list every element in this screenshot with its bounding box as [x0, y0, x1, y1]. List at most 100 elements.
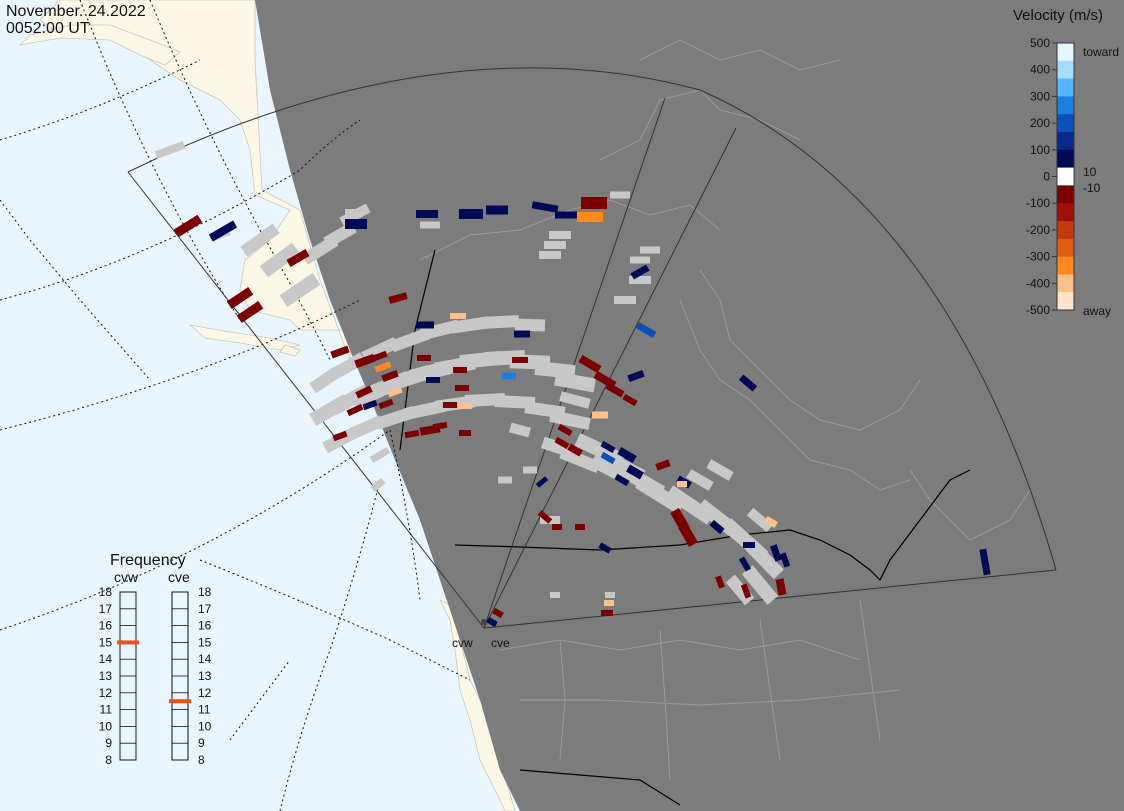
- colorbar-tick-label: 300: [1030, 89, 1050, 103]
- velocity-cell: [655, 459, 671, 471]
- velocity-cell: [677, 481, 687, 487]
- frequency-scales: 18 18 17 17 16 16 15 15 14 14 13 13 12 12 11 11 10 10 9 9 8 8: [99, 585, 212, 767]
- colorbar-tick-label: 0: [1043, 170, 1050, 184]
- radar-site-marker: [481, 619, 487, 625]
- timestamp: November. 24.2022 0052:00 UT: [6, 3, 146, 37]
- colorbar-segment: [1057, 60, 1074, 80]
- velocity-cell: [740, 583, 752, 599]
- colorbar-tick-label: -100: [1026, 196, 1050, 210]
- velocity-cell: [332, 430, 348, 442]
- velocity-cell: [459, 209, 483, 219]
- velocity-cell: [630, 264, 650, 280]
- groundscatter-cell: [629, 276, 651, 284]
- velocity-cell: [567, 443, 583, 457]
- frequency-level-right: 9: [198, 736, 205, 750]
- velocity-cell: [432, 421, 448, 431]
- velocity-cell: [738, 556, 752, 572]
- velocity-cell: [581, 197, 607, 209]
- velocity-cell: [577, 212, 603, 222]
- velocity-cell: [775, 578, 787, 596]
- velocity-cell: [715, 575, 725, 589]
- groundscatter-cell: [554, 371, 596, 393]
- velocity-cell: [387, 386, 403, 398]
- groundscatter-cell: [420, 221, 440, 229]
- velocity-cell: [486, 205, 508, 215]
- velocity-cell: [374, 361, 392, 373]
- groundscatter-cell: [686, 469, 714, 491]
- frequency-level-right: 17: [198, 602, 212, 616]
- velocity-cell: [512, 357, 528, 363]
- groundscatter-cell: [741, 565, 779, 605]
- velocity-cell: [627, 369, 645, 383]
- colorbar-tick-label: -200: [1026, 223, 1050, 237]
- groundscatter-cell: [746, 540, 784, 580]
- colorbar-segment: [1057, 114, 1074, 133]
- velocity-cell: [426, 377, 440, 383]
- frequency-marker-cvw: [117, 640, 139, 645]
- colorbar-segment: [1057, 292, 1074, 311]
- groundscatter-cell: [450, 316, 490, 334]
- frequency-level-left: 12: [99, 686, 113, 700]
- colorbar-title: Velocity (m/s): [1013, 7, 1103, 24]
- velocity-cell: [979, 548, 991, 576]
- frequency-level-left: 11: [100, 703, 113, 717]
- frequency-level-right: 18: [198, 585, 212, 599]
- velocity-cell: [575, 524, 585, 530]
- groundscatter-cell: [370, 477, 386, 493]
- frequency-level-left: 9: [105, 736, 112, 750]
- groundscatter-cell: [498, 476, 512, 484]
- groundscatter-cell: [279, 273, 321, 307]
- colorbar-segment: [1057, 132, 1074, 151]
- frequency-level-right: 14: [198, 652, 212, 666]
- velocity-cell: [738, 374, 758, 392]
- velocity-cells: [154, 141, 991, 628]
- velocity-cell: [622, 393, 638, 407]
- colorbar-tick-label: 400: [1030, 63, 1050, 77]
- colorbar-tick-label: -400: [1026, 276, 1050, 290]
- velocity-cell: [537, 510, 553, 524]
- velocity-cell: [458, 403, 472, 409]
- groundscatter-cell: [539, 251, 561, 259]
- velocity-cell: [626, 464, 644, 480]
- velocity-cell: [598, 542, 612, 554]
- velocity-cell: [531, 201, 559, 213]
- colorbar-segment: [1057, 149, 1074, 169]
- frequency-level-left: 14: [99, 652, 113, 666]
- velocity-cell: [502, 372, 516, 380]
- velocity-cell: [453, 367, 467, 373]
- date-label: November. 24.2022: [6, 3, 146, 20]
- velocity-cell: [578, 355, 602, 373]
- velocity-cell: [617, 447, 637, 463]
- velocity-cell: [614, 473, 630, 487]
- velocity-cell: [709, 519, 725, 535]
- velocity-cell: [330, 345, 350, 359]
- colorbar-minus10-label: -10: [1083, 181, 1101, 195]
- velocity-cell: [226, 286, 254, 310]
- colorbar-tick-label: 500: [1030, 36, 1050, 50]
- velocity-cell: [286, 249, 310, 267]
- groundscatter-cell: [610, 191, 630, 199]
- velocity-cell: [743, 542, 755, 548]
- colorbar-tick-label: 200: [1030, 116, 1050, 130]
- colorbar-ticks: 500 400 300 200 100 0 -100 -200 -300 -400 -500: [1026, 36, 1057, 317]
- velocity-cell: [355, 385, 373, 399]
- groundscatter-cell: [523, 466, 537, 474]
- velocity-cell: [208, 220, 238, 242]
- groundscatter-cell: [420, 319, 460, 341]
- colorbar-away-label: away: [1083, 304, 1111, 318]
- groundscatter-cell: [480, 315, 520, 329]
- groundscatter-cell: [240, 223, 280, 257]
- groundscatter-cell: [390, 327, 430, 353]
- velocity-cell: [416, 321, 434, 329]
- frequency-level-left: 10: [99, 719, 113, 733]
- colorbar-toward-label: toward: [1083, 45, 1119, 59]
- colorbar-plus10-label: 10: [1083, 165, 1097, 179]
- velocity-cell: [388, 292, 408, 304]
- velocity-cell: [555, 211, 577, 219]
- velocity-cell: [416, 210, 438, 218]
- groundscatter-cell: [549, 409, 591, 431]
- velocity-cell: [236, 300, 264, 324]
- velocity-cell: [354, 353, 376, 369]
- frequency-level-right: 13: [198, 669, 212, 683]
